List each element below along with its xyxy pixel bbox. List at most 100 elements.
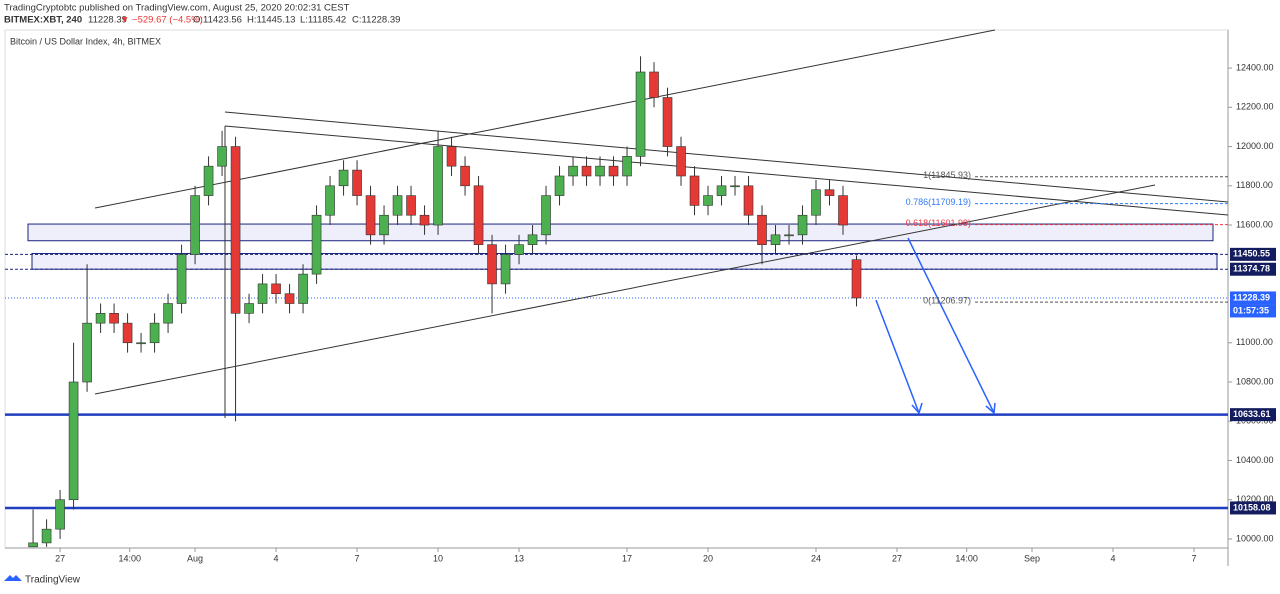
x-tick-label: 24 <box>811 553 821 563</box>
candle-body <box>365 195 376 236</box>
change: ▼ −529.67 (−4.5%) <box>120 15 203 26</box>
candle-body <box>581 165 592 177</box>
x-tick-label: 7 <box>1191 553 1196 563</box>
logo <box>4 575 22 581</box>
price-tag: 11228.39 <box>1233 292 1270 302</box>
price-tag-bg <box>1230 408 1276 422</box>
x-tick-label: Sep <box>1024 553 1040 563</box>
y-tick-label: 11000.00 <box>1236 337 1273 347</box>
x-tick-label: Aug <box>187 553 203 563</box>
candle-body <box>649 71 659 98</box>
y-tick-label: 11800.00 <box>1236 180 1273 190</box>
arrows <box>875 237 996 415</box>
fib-label: 1(11845.93) <box>923 170 971 180</box>
price-tag: 10633.61 <box>1233 409 1271 419</box>
candle-body <box>352 169 362 196</box>
x-tick-label: 27 <box>892 553 902 563</box>
candle-body <box>595 165 605 177</box>
candle-body <box>338 169 349 187</box>
trendline <box>224 125 1229 216</box>
price-tag: 11450.55 <box>1233 249 1270 259</box>
y-tick-label: 10000.00 <box>1236 533 1274 543</box>
candle-body <box>271 283 281 295</box>
candle-body <box>203 165 214 196</box>
candle-body <box>419 214 430 226</box>
candle-body <box>41 528 52 544</box>
fib-label: 0.786(11709.19) <box>906 197 971 207</box>
price-tag: 10158.08 <box>1233 502 1271 512</box>
price-tag: 11374.78 <box>1233 264 1270 274</box>
candle-body <box>230 146 241 314</box>
x-tick-label: 17 <box>622 553 632 563</box>
arrow-head <box>985 402 996 415</box>
candle-body <box>392 195 403 216</box>
candle-body <box>608 165 619 177</box>
y-tick-label: 12000.00 <box>1236 141 1274 151</box>
candle-body <box>716 185 727 196</box>
candle-body <box>379 214 389 236</box>
x-tick-label: 13 <box>514 553 524 563</box>
candle-body <box>487 244 497 285</box>
candle-body <box>122 322 133 344</box>
candle-body <box>446 146 457 167</box>
trendline <box>224 111 1229 203</box>
x-tick-label: 27 <box>55 553 65 563</box>
candle-body <box>824 189 835 196</box>
x-tick-label: 14:00 <box>118 553 141 563</box>
trendline <box>94 29 996 209</box>
candle-body <box>149 322 160 344</box>
candle-body <box>163 303 173 324</box>
candle-body <box>68 381 79 501</box>
candle-body <box>325 185 335 216</box>
x-tick-label: 7 <box>355 553 360 563</box>
candle-body <box>838 195 848 226</box>
x-tick-label: 4 <box>1110 553 1115 563</box>
ohlc-high: H:11445.13 <box>247 15 295 26</box>
candle-body <box>244 303 254 314</box>
y-tick-label: 10800.00 <box>1236 376 1274 386</box>
fib-label: 0(11206.97) <box>923 296 971 306</box>
candle-body <box>298 273 308 304</box>
fib-label: 0.618(11601.99) <box>906 218 971 228</box>
price-tag-bg <box>1230 304 1276 318</box>
candle-body <box>662 97 673 147</box>
chart-title: Bitcoin / US Dollar Index, 4h, BITMEX <box>10 36 161 46</box>
candle-body <box>676 146 686 177</box>
candle-body <box>635 71 646 157</box>
candle-body <box>433 146 443 226</box>
candle-body <box>851 259 862 299</box>
last-price: 11228.39 <box>88 15 127 26</box>
candle-body <box>622 156 632 177</box>
candle-body <box>554 175 565 196</box>
y-tick-label: 12200.00 <box>1236 102 1274 112</box>
candle-body <box>55 499 65 530</box>
plot-frame <box>4 29 1229 549</box>
candle-body <box>95 313 106 324</box>
footer-brand: TradingView <box>25 575 81 586</box>
x-tick-label: 20 <box>703 553 713 563</box>
candle-body <box>770 234 781 245</box>
candle-body <box>703 195 713 206</box>
candle-body <box>460 165 470 187</box>
candle-body <box>500 254 511 285</box>
candle-body <box>568 165 578 177</box>
candle-body <box>190 195 200 255</box>
candle-body <box>797 214 808 236</box>
arrow <box>907 237 995 414</box>
candle-body <box>284 293 295 304</box>
candle-body <box>28 542 38 548</box>
candle-body <box>514 244 524 255</box>
ohlc-close: C:11228.39 <box>352 15 400 26</box>
y-tick-label: 12400.00 <box>1236 62 1274 72</box>
candle-body <box>136 342 146 345</box>
candle-body <box>527 234 538 245</box>
trendlines <box>94 29 1229 418</box>
candle-body <box>109 313 119 324</box>
symbol: BITMEX:XBT, 240 <box>4 15 82 26</box>
candle-body <box>176 254 187 304</box>
y-tick-label: 10200.00 <box>1236 494 1274 504</box>
candle-body <box>311 214 322 275</box>
ohlc-open: O:11423.56 <box>193 15 242 26</box>
candle-body <box>743 185 754 216</box>
ohlc-low: L:11185.42 <box>300 15 346 26</box>
